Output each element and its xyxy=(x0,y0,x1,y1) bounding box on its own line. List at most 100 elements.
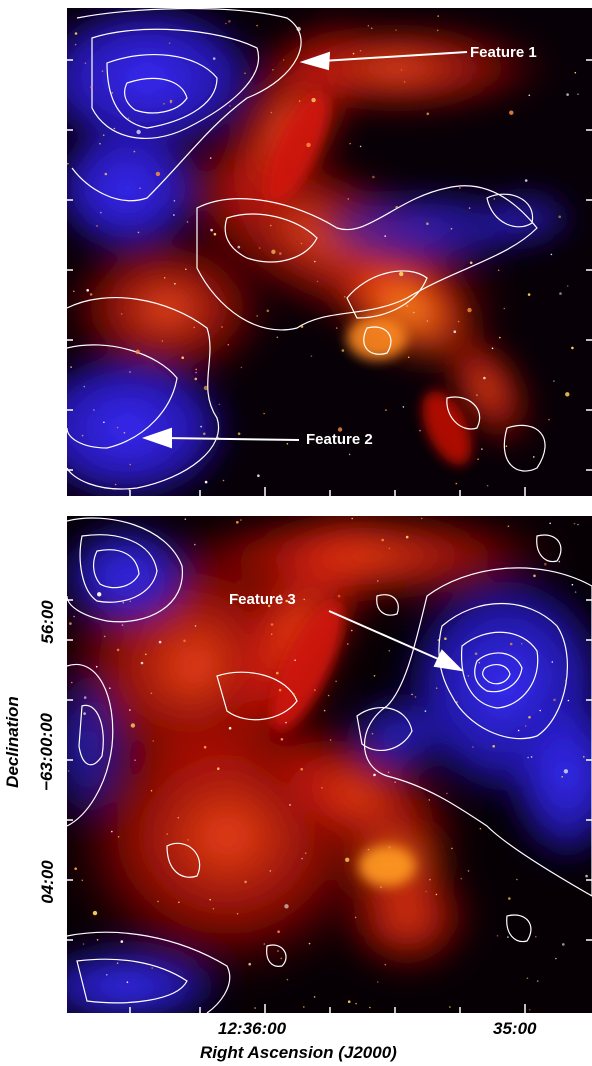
star xyxy=(394,781,396,783)
star xyxy=(81,434,84,437)
y-tick-label-56: 56:00 xyxy=(38,600,57,644)
star xyxy=(96,939,99,941)
star xyxy=(369,1006,371,1009)
star xyxy=(121,624,124,626)
star xyxy=(83,696,87,699)
star xyxy=(528,94,531,97)
star xyxy=(277,950,279,952)
star xyxy=(314,260,316,263)
top-nebula-image xyxy=(67,8,592,496)
star xyxy=(562,943,565,946)
star xyxy=(402,406,405,408)
star xyxy=(449,1006,451,1008)
star xyxy=(381,538,385,542)
star xyxy=(577,93,579,95)
star xyxy=(567,699,570,702)
star xyxy=(456,701,458,703)
star xyxy=(380,886,382,888)
star xyxy=(67,770,70,772)
star xyxy=(181,356,184,360)
star xyxy=(413,311,415,314)
star xyxy=(377,580,379,582)
star xyxy=(113,127,116,130)
star xyxy=(70,366,72,368)
star xyxy=(209,157,212,159)
star xyxy=(311,97,316,103)
star xyxy=(316,280,319,283)
star xyxy=(195,371,197,374)
star xyxy=(509,642,513,646)
star xyxy=(73,290,75,293)
star xyxy=(237,245,241,249)
bottom-image-panel: Feature 3 xyxy=(67,516,592,1013)
star xyxy=(403,81,406,83)
star xyxy=(74,867,77,870)
star xyxy=(126,981,129,983)
star xyxy=(166,833,169,835)
star xyxy=(351,517,354,520)
star xyxy=(303,1006,305,1008)
star xyxy=(102,134,105,136)
star xyxy=(258,247,261,249)
star xyxy=(111,830,113,833)
star xyxy=(481,448,483,450)
star xyxy=(96,225,98,227)
star xyxy=(474,652,478,655)
star xyxy=(155,171,161,177)
star xyxy=(535,935,537,938)
star xyxy=(163,103,165,105)
star xyxy=(493,198,496,200)
star xyxy=(539,709,541,712)
star xyxy=(536,980,539,982)
star xyxy=(136,129,141,135)
star xyxy=(526,977,529,979)
star xyxy=(371,732,374,735)
star xyxy=(571,346,574,350)
star xyxy=(212,907,215,910)
star xyxy=(236,521,239,524)
star xyxy=(476,394,478,396)
star xyxy=(267,604,271,608)
star xyxy=(425,890,427,893)
star xyxy=(548,418,550,421)
star xyxy=(337,594,341,598)
star xyxy=(130,723,136,728)
star xyxy=(104,172,108,176)
star xyxy=(293,693,295,695)
star xyxy=(306,142,311,148)
star xyxy=(92,910,98,916)
star xyxy=(100,211,102,214)
star xyxy=(565,392,570,397)
star xyxy=(563,769,569,774)
star xyxy=(367,848,370,851)
star xyxy=(558,215,561,219)
star xyxy=(296,26,301,32)
star xyxy=(419,429,421,432)
star xyxy=(186,221,189,223)
x-axis-label: Right Ascension (J2000) xyxy=(200,1043,397,1062)
star xyxy=(99,142,101,145)
star xyxy=(209,898,211,901)
star xyxy=(527,293,531,296)
star xyxy=(411,693,413,696)
star xyxy=(280,738,284,741)
x-tick-label-3500: 35:00 xyxy=(493,1019,537,1038)
star xyxy=(284,904,289,909)
star xyxy=(277,930,280,933)
star xyxy=(203,432,206,436)
star xyxy=(478,661,481,664)
star xyxy=(217,767,220,770)
star xyxy=(228,20,231,23)
star xyxy=(152,740,154,742)
star xyxy=(129,371,131,373)
star xyxy=(313,996,316,998)
star xyxy=(256,315,258,317)
star xyxy=(285,721,287,724)
feature-1-label: Feature 1 xyxy=(470,44,537,61)
star xyxy=(460,877,463,880)
star xyxy=(453,330,457,334)
star xyxy=(93,409,95,411)
star xyxy=(97,592,102,597)
star xyxy=(240,366,243,369)
star xyxy=(150,692,153,695)
